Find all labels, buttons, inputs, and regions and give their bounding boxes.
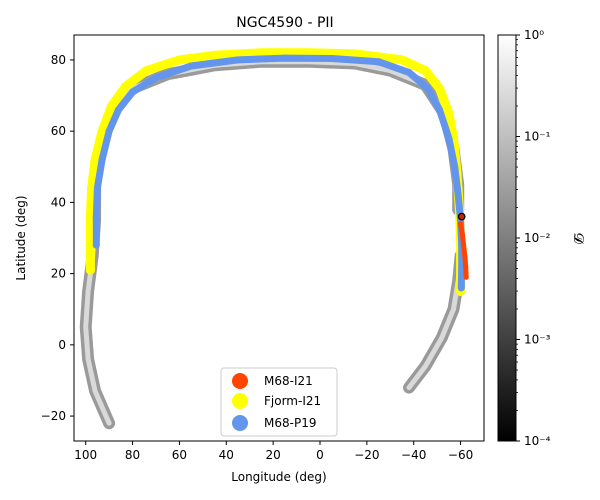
series-m68-p19-point-0: [92, 241, 100, 249]
series-m68-p19-point-18: [454, 191, 462, 199]
colorbar-tick-label-2: 10⁻²: [524, 231, 551, 245]
x-axis-ticks: 100 80 60 40 20 0 −20 −40 −60: [74, 441, 473, 462]
series-m68-p19-point-4: [105, 127, 113, 135]
series-m68-p19-line: [92, 54, 466, 292]
series-m68-i21-point-3: [462, 253, 468, 259]
series-fjorm-i21-point-17: [444, 108, 454, 118]
series-fjorm-i21-point-15: [420, 66, 430, 76]
legend-swatch-m68-p19: [232, 415, 248, 431]
series-fjorm-i21-point-10: [210, 50, 220, 60]
legend-swatch-m68-i21: [232, 373, 248, 389]
series-m68-p19-point-16: [445, 134, 453, 142]
series-m68-p19-point-5: [115, 106, 122, 114]
series-fjorm-i21-point-14: [397, 55, 407, 65]
series-m68-i21-point-5: [463, 274, 469, 280]
series-fjorm-i21-point-0: [85, 265, 95, 275]
series-m68-p19-point-22: [457, 284, 465, 292]
y-axis-ticks: −20 0 20 40 60 80: [41, 53, 74, 423]
chart-title: NGC4590 - PII: [236, 15, 333, 31]
legend-box: [220, 367, 338, 437]
x-tick-label-5: 0: [316, 448, 324, 462]
colorbar-tick-label-0: 10⁰: [524, 28, 544, 42]
series-fjorm-i21-point-7: [121, 82, 130, 92]
series-fjorm-i21-point-9: [174, 55, 184, 65]
series-fjorm-i21-point-5: [97, 126, 107, 136]
y-axis-label: Latitude (deg): [14, 195, 28, 280]
x-tick-label-0: 100: [74, 448, 97, 462]
legend-label-m68-p19: M68-P19: [264, 416, 316, 430]
x-tick-label-6: −20: [354, 448, 379, 462]
colorbar-tick-label-3: 10⁻³: [524, 333, 551, 347]
series-m68-i21-point-1: [459, 231, 465, 237]
y-tick-label-0: −20: [41, 409, 66, 423]
series-m68-p19-point-11: [328, 55, 336, 62]
series-fjorm-i21-point-1: [85, 237, 95, 247]
series-m68-p19-point-2: [93, 184, 101, 192]
colorbar-tick-label-4: 10⁻⁴: [524, 434, 551, 448]
series-m68-p19-point-9: [234, 56, 242, 64]
plot-frame: [73, 34, 485, 442]
colorbar: 10⁰ 10⁻¹ 10⁻² 10⁻³ 10⁻⁴ 𝓓: [497, 28, 586, 448]
x-tick-label-7: −40: [401, 448, 426, 462]
series-m68-p19-point-8: [187, 62, 195, 70]
series-m68-p19-point-3: [98, 156, 106, 164]
x-tick-label-2: 60: [172, 448, 187, 462]
series-fjorm-i21-point-11: [256, 48, 266, 58]
series-fjorm-i21-point-8: [142, 66, 152, 76]
series-m68-p19-point-10: [281, 54, 289, 62]
colorbar-label: 𝓓: [570, 233, 586, 245]
x-tick-label-1: 80: [125, 448, 140, 462]
series-layer: [85, 48, 469, 296]
series-m68-p19-point-6: [129, 88, 137, 96]
series-fjorm-i21-point-4: [90, 155, 100, 165]
series-fjorm-i21-point-6: [107, 101, 116, 111]
y-tick-label-5: 80: [51, 53, 66, 67]
y-tick-label-1: 0: [58, 338, 66, 352]
legend: M68-I21 Fjorm-I21 M68-P19: [220, 367, 338, 437]
series-m68-i21-point-2: [461, 242, 467, 248]
series-m68-p19-point-15: [436, 106, 443, 114]
progenitor-marker-layer: [457, 212, 466, 221]
x-tick-label-4: 20: [266, 448, 281, 462]
x-tick-label-8: −60: [448, 448, 473, 462]
legend-label-m68-i21: M68-I21: [264, 374, 313, 388]
colorbar-tick-label-1: 10⁻¹: [524, 130, 551, 144]
series-fjorm-i21-point-2: [85, 212, 95, 222]
series-m68-p19-point-12: [375, 58, 383, 66]
series-m68-p19-point-1: [92, 213, 100, 221]
y-tick-label-4: 60: [51, 124, 66, 138]
series-m68-p19-point-7: [152, 74, 160, 82]
series-m68-p19-point-13: [405, 68, 413, 76]
series-m68-p19-point-14: [424, 84, 432, 92]
x-axis-label: Longitude (deg): [231, 470, 326, 484]
density-trailing-arm-outer: [403, 249, 467, 394]
series-m68-i21-point-0: [458, 221, 464, 227]
y-tick-label-3: 40: [51, 195, 66, 209]
x-tick-label-3: 40: [219, 448, 234, 462]
series-m68-p19-point-17: [451, 163, 459, 171]
legend-swatch-fjorm-i21: [232, 393, 248, 409]
colorbar-ticks: 10⁰ 10⁻¹ 10⁻² 10⁻³ 10⁻⁴: [516, 28, 551, 448]
legend-label-fjorm-i21: Fjorm-I21: [264, 394, 321, 408]
series-fjorm-i21-point-13: [350, 49, 360, 59]
series-fjorm-i21-point-16: [435, 83, 444, 93]
progenitor-marker-0: [457, 212, 466, 221]
y-tick-label-2: 20: [51, 267, 66, 281]
series-m68-i21-point-4: [463, 264, 469, 269]
colorbar-gradient: [497, 34, 517, 442]
